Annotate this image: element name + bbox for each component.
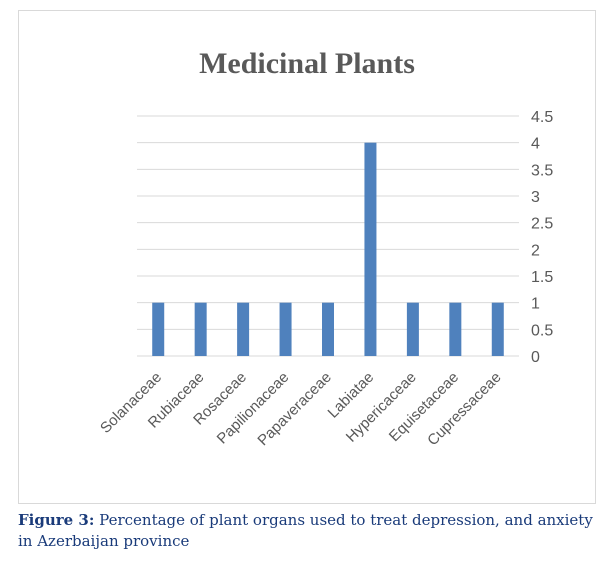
figure-caption: Figure 3: Percentage of plant organs use… bbox=[18, 510, 598, 552]
y-tick-label: 3 bbox=[531, 189, 540, 206]
y-tick-label: 1 bbox=[531, 296, 540, 313]
y-tick-label: 0.5 bbox=[531, 322, 553, 339]
y-tick-label: 4 bbox=[531, 136, 540, 153]
bars bbox=[152, 142, 504, 356]
bar-papilionaceae bbox=[279, 302, 292, 356]
y-tick-label: 4.5 bbox=[531, 109, 553, 126]
chart-container: Medicinal Plants 0 0.5 1 1.5 2 2.5 3 3.5 4 4.5 So… bbox=[18, 10, 596, 504]
x-tick-label: Papaveraceae bbox=[254, 369, 334, 449]
bar-chart: Medicinal Plants 0 0.5 1 1.5 2 2.5 3 3.5 4 4.5 So… bbox=[97, 47, 553, 449]
chart-title: Medicinal Plants bbox=[199, 47, 415, 80]
y-tick-label: 0 bbox=[531, 349, 540, 366]
y-tick-label: 2 bbox=[531, 242, 540, 259]
caption-label: Figure 3: bbox=[18, 511, 95, 529]
bar-cupressaceae bbox=[491, 302, 504, 356]
caption-text: Percentage of plant organs used to treat… bbox=[18, 511, 593, 550]
bar-labiatae bbox=[364, 142, 377, 356]
y-tick-label: 2.5 bbox=[531, 216, 553, 233]
bar-solanaceae bbox=[152, 302, 165, 356]
bar-rosaceae bbox=[237, 302, 250, 356]
y-tick-label: 3.5 bbox=[531, 162, 553, 179]
bar-equisetaceae bbox=[449, 302, 462, 356]
x-tick-labels: SolanaceaeRubiaceaeRosaceaePapilionaceae… bbox=[97, 369, 505, 449]
bar-hypericaceae bbox=[406, 302, 419, 356]
bar-papaveraceae bbox=[322, 302, 334, 356]
y-tick-labels: 0 0.5 1 1.5 2 2.5 3 3.5 4 4.5 bbox=[531, 109, 553, 366]
bar-rubiaceae bbox=[194, 302, 207, 356]
y-tick-label: 1.5 bbox=[531, 269, 553, 286]
x-tick-label: Cupressaceae bbox=[424, 369, 504, 449]
